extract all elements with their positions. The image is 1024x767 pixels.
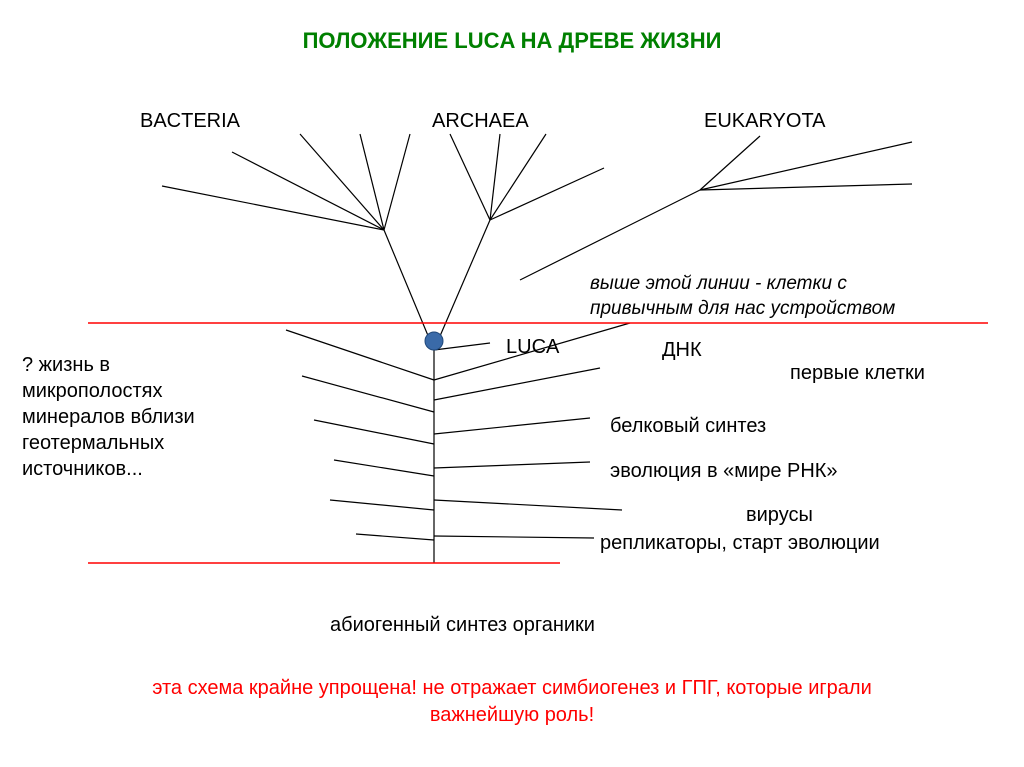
footnote: эта схема крайне упрощена! не отражает с…	[0, 675, 1024, 729]
label-above-line: выше этой линии - клетки с привычным для…	[590, 272, 895, 321]
label-rna-world: эволюция в «мире РНК»	[610, 460, 838, 483]
label-archaea: ARCHAEA	[432, 110, 529, 133]
label-first-cells: первые клетки	[790, 362, 925, 385]
label-bacteria: BACTERIA	[140, 110, 240, 133]
luca-dot	[425, 332, 443, 350]
label-replicators: репликаторы, старт эволюции	[600, 532, 880, 555]
label-left-note: ? жизнь в микрополостях минералов вблизи…	[22, 352, 195, 482]
label-protein-synth: белковый синтез	[610, 415, 766, 438]
label-eukaryota: EUKARYOTA	[704, 110, 826, 133]
label-dna: ДНК	[662, 339, 702, 362]
label-viruses: вирусы	[746, 504, 813, 527]
page-title: ПОЛОЖЕНИЕ LUCA НА ДРЕВЕ ЖИЗНИ	[0, 28, 1024, 54]
label-luca: LUCA	[506, 336, 559, 359]
label-abiogenic: абиогенный синтез органики	[330, 614, 595, 637]
